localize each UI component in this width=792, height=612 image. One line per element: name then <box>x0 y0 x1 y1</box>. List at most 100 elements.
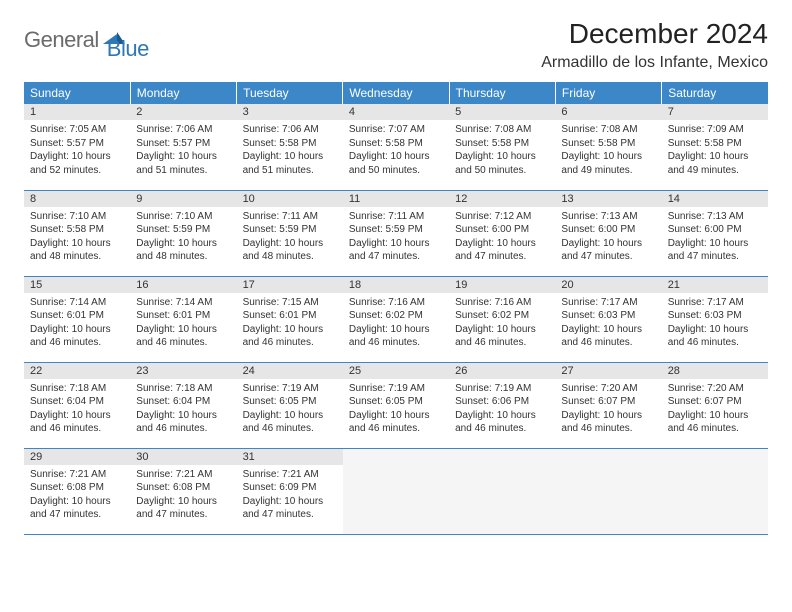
sunrise-line: Sunrise: 7:10 AM <box>30 210 124 224</box>
daylight-line: Daylight: 10 hours and 47 minutes. <box>136 495 230 522</box>
calendar-day-cell: 28Sunrise: 7:20 AMSunset: 6:07 PMDayligh… <box>662 362 768 448</box>
calendar-day-cell: 10Sunrise: 7:11 AMSunset: 5:59 PMDayligh… <box>237 190 343 276</box>
daylight-line: Daylight: 10 hours and 48 minutes. <box>136 237 230 264</box>
day-number: 5 <box>449 104 555 120</box>
calendar-day-cell: 6Sunrise: 7:08 AMSunset: 5:58 PMDaylight… <box>555 104 661 190</box>
daylight-line: Daylight: 10 hours and 46 minutes. <box>349 323 443 350</box>
day-number: 19 <box>449 277 555 293</box>
day-detail: Sunrise: 7:13 AMSunset: 6:00 PMDaylight:… <box>662 207 768 268</box>
sunrise-line: Sunrise: 7:19 AM <box>349 382 443 396</box>
weekday-header: Thursday <box>449 82 555 104</box>
calendar-day-cell: 22Sunrise: 7:18 AMSunset: 6:04 PMDayligh… <box>24 362 130 448</box>
sunset-line: Sunset: 6:04 PM <box>136 395 230 409</box>
sunrise-line: Sunrise: 7:15 AM <box>243 296 337 310</box>
sunset-line: Sunset: 6:02 PM <box>455 309 549 323</box>
sunrise-line: Sunrise: 7:06 AM <box>243 123 337 137</box>
sunrise-line: Sunrise: 7:07 AM <box>349 123 443 137</box>
day-detail: Sunrise: 7:08 AMSunset: 5:58 PMDaylight:… <box>555 120 661 181</box>
day-number: 3 <box>237 104 343 120</box>
daylight-line: Daylight: 10 hours and 46 minutes. <box>243 323 337 350</box>
sunset-line: Sunset: 6:01 PM <box>136 309 230 323</box>
daylight-line: Daylight: 10 hours and 46 minutes. <box>349 409 443 436</box>
calendar-day-cell: 15Sunrise: 7:14 AMSunset: 6:01 PMDayligh… <box>24 276 130 362</box>
calendar-day-cell: 2Sunrise: 7:06 AMSunset: 5:57 PMDaylight… <box>130 104 236 190</box>
day-detail: Sunrise: 7:13 AMSunset: 6:00 PMDaylight:… <box>555 207 661 268</box>
day-number: 28 <box>662 363 768 379</box>
daylight-line: Daylight: 10 hours and 50 minutes. <box>455 150 549 177</box>
sunrise-line: Sunrise: 7:14 AM <box>136 296 230 310</box>
sunrise-line: Sunrise: 7:19 AM <box>243 382 337 396</box>
calendar-week-row: 29Sunrise: 7:21 AMSunset: 6:08 PMDayligh… <box>24 448 768 534</box>
sunrise-line: Sunrise: 7:08 AM <box>455 123 549 137</box>
calendar-day-cell: 9Sunrise: 7:10 AMSunset: 5:59 PMDaylight… <box>130 190 236 276</box>
calendar-day-cell: 27Sunrise: 7:20 AMSunset: 6:07 PMDayligh… <box>555 362 661 448</box>
logo-word-2: Blue <box>107 36 149 62</box>
calendar-day-cell: 14Sunrise: 7:13 AMSunset: 6:00 PMDayligh… <box>662 190 768 276</box>
weekday-header: Friday <box>555 82 661 104</box>
calendar-day-cell: 17Sunrise: 7:15 AMSunset: 6:01 PMDayligh… <box>237 276 343 362</box>
weekday-header: Saturday <box>662 82 768 104</box>
day-number: 27 <box>555 363 661 379</box>
sunset-line: Sunset: 6:01 PM <box>243 309 337 323</box>
day-number: 4 <box>343 104 449 120</box>
day-number: 31 <box>237 449 343 465</box>
sunset-line: Sunset: 6:04 PM <box>30 395 124 409</box>
sunset-line: Sunset: 6:08 PM <box>136 481 230 495</box>
sunrise-line: Sunrise: 7:21 AM <box>136 468 230 482</box>
day-detail: Sunrise: 7:10 AMSunset: 5:59 PMDaylight:… <box>130 207 236 268</box>
location: Armadillo de los Infante, Mexico <box>541 54 768 72</box>
weekday-header-row: Sunday Monday Tuesday Wednesday Thursday… <box>24 82 768 104</box>
sunset-line: Sunset: 6:00 PM <box>455 223 549 237</box>
daylight-line: Daylight: 10 hours and 46 minutes. <box>136 323 230 350</box>
weekday-header: Wednesday <box>343 82 449 104</box>
sunrise-line: Sunrise: 7:08 AM <box>561 123 655 137</box>
sunset-line: Sunset: 5:57 PM <box>30 137 124 151</box>
sunset-line: Sunset: 6:05 PM <box>243 395 337 409</box>
sunset-line: Sunset: 6:05 PM <box>349 395 443 409</box>
day-number: 2 <box>130 104 236 120</box>
day-detail: Sunrise: 7:17 AMSunset: 6:03 PMDaylight:… <box>555 293 661 354</box>
header: General Blue December 2024 Armadillo de … <box>24 18 768 72</box>
sunset-line: Sunset: 6:06 PM <box>455 395 549 409</box>
daylight-line: Daylight: 10 hours and 46 minutes. <box>668 323 762 350</box>
day-detail: Sunrise: 7:14 AMSunset: 6:01 PMDaylight:… <box>24 293 130 354</box>
daylight-line: Daylight: 10 hours and 47 minutes. <box>349 237 443 264</box>
daylight-line: Daylight: 10 hours and 51 minutes. <box>136 150 230 177</box>
day-detail: Sunrise: 7:12 AMSunset: 6:00 PMDaylight:… <box>449 207 555 268</box>
calendar-day-cell: 11Sunrise: 7:11 AMSunset: 5:59 PMDayligh… <box>343 190 449 276</box>
day-detail: Sunrise: 7:07 AMSunset: 5:58 PMDaylight:… <box>343 120 449 181</box>
sunrise-line: Sunrise: 7:18 AM <box>136 382 230 396</box>
calendar-day-cell: 21Sunrise: 7:17 AMSunset: 6:03 PMDayligh… <box>662 276 768 362</box>
sunset-line: Sunset: 6:09 PM <box>243 481 337 495</box>
daylight-line: Daylight: 10 hours and 46 minutes. <box>561 409 655 436</box>
day-number: 20 <box>555 277 661 293</box>
day-detail: Sunrise: 7:14 AMSunset: 6:01 PMDaylight:… <box>130 293 236 354</box>
sunset-line: Sunset: 5:59 PM <box>136 223 230 237</box>
day-number: 22 <box>24 363 130 379</box>
day-detail: Sunrise: 7:06 AMSunset: 5:58 PMDaylight:… <box>237 120 343 181</box>
calendar-day-cell: 16Sunrise: 7:14 AMSunset: 6:01 PMDayligh… <box>130 276 236 362</box>
calendar-day-cell: 25Sunrise: 7:19 AMSunset: 6:05 PMDayligh… <box>343 362 449 448</box>
day-detail: Sunrise: 7:06 AMSunset: 5:57 PMDaylight:… <box>130 120 236 181</box>
calendar-day-cell: 12Sunrise: 7:12 AMSunset: 6:00 PMDayligh… <box>449 190 555 276</box>
daylight-line: Daylight: 10 hours and 46 minutes. <box>668 409 762 436</box>
daylight-line: Daylight: 10 hours and 46 minutes. <box>243 409 337 436</box>
daylight-line: Daylight: 10 hours and 50 minutes. <box>349 150 443 177</box>
day-detail: Sunrise: 7:16 AMSunset: 6:02 PMDaylight:… <box>449 293 555 354</box>
sunrise-line: Sunrise: 7:20 AM <box>561 382 655 396</box>
sunset-line: Sunset: 5:58 PM <box>30 223 124 237</box>
calendar-day-cell: 1Sunrise: 7:05 AMSunset: 5:57 PMDaylight… <box>24 104 130 190</box>
calendar-day-cell: .. <box>555 448 661 534</box>
calendar-day-cell: 4Sunrise: 7:07 AMSunset: 5:58 PMDaylight… <box>343 104 449 190</box>
day-detail: Sunrise: 7:15 AMSunset: 6:01 PMDaylight:… <box>237 293 343 354</box>
sunrise-line: Sunrise: 7:10 AM <box>136 210 230 224</box>
sunrise-line: Sunrise: 7:14 AM <box>30 296 124 310</box>
calendar-day-cell: 23Sunrise: 7:18 AMSunset: 6:04 PMDayligh… <box>130 362 236 448</box>
title-block: December 2024 Armadillo de los Infante, … <box>541 18 768 72</box>
calendar-day-cell: .. <box>662 448 768 534</box>
month-title: December 2024 <box>541 18 768 50</box>
calendar-day-cell: 8Sunrise: 7:10 AMSunset: 5:58 PMDaylight… <box>24 190 130 276</box>
sunset-line: Sunset: 6:08 PM <box>30 481 124 495</box>
sunrise-line: Sunrise: 7:16 AM <box>455 296 549 310</box>
day-number: 15 <box>24 277 130 293</box>
